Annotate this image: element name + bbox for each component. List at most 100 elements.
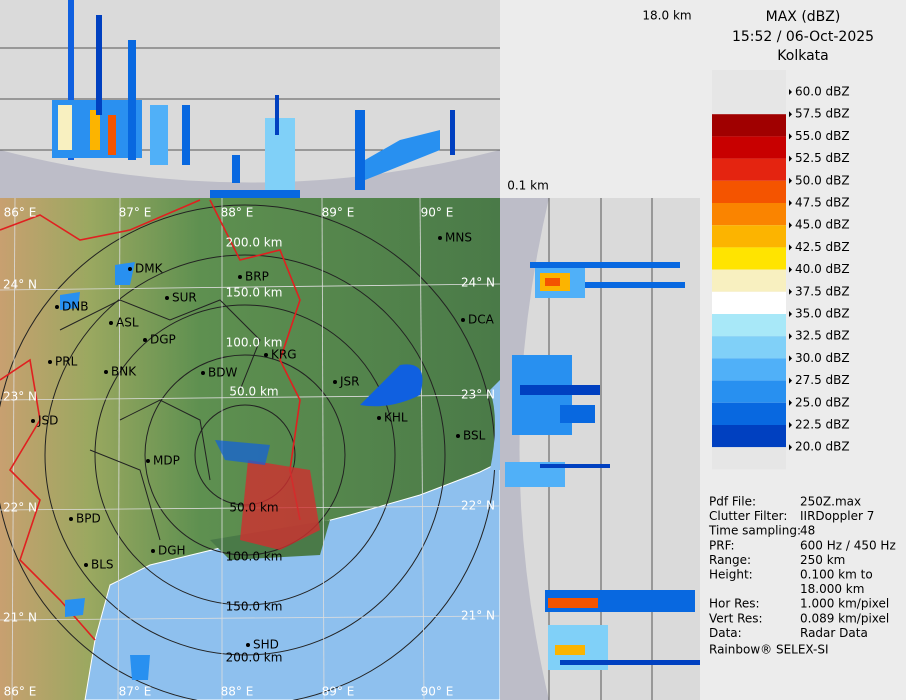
city-label: DGP bbox=[150, 333, 176, 347]
city-label: DGH bbox=[158, 544, 186, 558]
city-label: PRL bbox=[55, 355, 78, 369]
city-dot bbox=[55, 305, 59, 309]
echo bbox=[505, 262, 700, 670]
legend-label: 22.5 dBZ bbox=[795, 418, 850, 432]
latitude-label: 24° N bbox=[3, 278, 37, 292]
legend-tick bbox=[789, 155, 792, 162]
legend-label: 42.5 dBZ bbox=[795, 240, 850, 254]
range-ring-label: 200.0 km bbox=[226, 651, 283, 665]
city-label: DMK bbox=[135, 262, 164, 276]
latitude-label: 22° N bbox=[3, 501, 37, 515]
legend-label: 20.0 dBZ bbox=[795, 440, 850, 454]
info-label: Hor Res: bbox=[709, 597, 760, 611]
range-ring-label: 50.0 km bbox=[229, 385, 278, 399]
map: 86° E 86° E 87° E 87° E 88° E 88° E 89° E 89° E… bbox=[0, 198, 500, 700]
city-label: BLS bbox=[91, 558, 114, 572]
legend-tick bbox=[789, 377, 792, 384]
city-dot bbox=[456, 434, 460, 438]
legend-band bbox=[712, 336, 786, 359]
info-value: 250 km bbox=[800, 553, 845, 567]
legend-tick bbox=[789, 444, 792, 451]
legend-label: 50.0 dBZ bbox=[795, 173, 850, 187]
site-name: Kolkata bbox=[777, 48, 828, 64]
longitude-label: 89° E bbox=[322, 685, 355, 699]
legend-label: 60.0 dBZ bbox=[795, 85, 850, 99]
range-ring-label: 50.0 km bbox=[229, 501, 278, 515]
info-label: Clutter Filter: bbox=[709, 509, 787, 523]
legend-tick bbox=[789, 311, 792, 317]
city-dot bbox=[48, 360, 52, 364]
legend-band bbox=[712, 203, 786, 226]
legend-band bbox=[712, 380, 786, 403]
range-ring-label: 100.0 km bbox=[226, 550, 283, 564]
info-value: 1.000 km/pixel bbox=[800, 597, 889, 611]
legend-band bbox=[712, 247, 786, 270]
legend-band bbox=[712, 158, 786, 181]
longitude-label: 90° E bbox=[421, 206, 454, 220]
legend-band bbox=[712, 269, 786, 292]
longitude-label: 88° E bbox=[221, 206, 254, 220]
city-label: BNK bbox=[111, 365, 137, 379]
longitude-label: 90° E bbox=[421, 685, 454, 699]
legend-label: 30.0 dBZ bbox=[795, 351, 850, 365]
right-cross-section bbox=[500, 198, 700, 700]
longitude-label: 86° E bbox=[4, 206, 37, 220]
info-value: 600 Hz / 450 Hz bbox=[800, 538, 896, 552]
latitude-label: 23° N bbox=[461, 388, 495, 402]
legend-tick bbox=[789, 111, 792, 118]
legend-label: 52.5 dBZ bbox=[795, 151, 850, 165]
info-value: IIRDoppler 7 bbox=[800, 509, 874, 523]
legend-tick bbox=[789, 422, 792, 428]
legend: 60.0 dBZ 57.5 dBZ 55.0 dBZ 52.5 dBZ 50.0 dBZ… bbox=[712, 70, 850, 470]
range-ring-label: 100.0 km bbox=[226, 336, 283, 350]
city-dot bbox=[143, 338, 147, 342]
legend-band bbox=[712, 136, 786, 159]
legend-band bbox=[712, 358, 786, 381]
latitude-label: 21° N bbox=[3, 611, 37, 625]
city-label: BSL bbox=[463, 429, 486, 443]
city-dot bbox=[438, 236, 442, 240]
info-label: Data: bbox=[709, 626, 742, 640]
city-label: DNB bbox=[62, 300, 88, 314]
city-dot bbox=[246, 643, 250, 647]
legend-tick bbox=[789, 288, 792, 295]
legend-band bbox=[712, 447, 786, 470]
city-label: SHD bbox=[253, 638, 279, 652]
bottom-height: 0.1 km bbox=[507, 179, 549, 193]
info-value: 250Z.max bbox=[800, 495, 861, 509]
product-time: 15:52 / 06-Oct-2025 bbox=[732, 29, 874, 45]
legend-band bbox=[712, 92, 786, 115]
range-ring-label: 150.0 km bbox=[226, 286, 283, 300]
legend-tick bbox=[789, 355, 792, 362]
legend-label: 55.0 dBZ bbox=[795, 129, 850, 143]
city-dot bbox=[165, 296, 169, 300]
legend-tick bbox=[789, 222, 792, 229]
city-label: BRP bbox=[245, 270, 269, 284]
legend-tick bbox=[789, 333, 792, 340]
legend-band bbox=[712, 180, 786, 203]
longitude-label: 86° E bbox=[4, 685, 37, 699]
city-dot bbox=[69, 517, 73, 521]
info-label: Vert Res: bbox=[709, 611, 763, 625]
longitude-label: 88° E bbox=[221, 685, 254, 699]
city-dot bbox=[238, 275, 242, 279]
city-dot bbox=[377, 416, 381, 420]
range-ring-label: 150.0 km bbox=[226, 600, 283, 614]
info-value: 48 bbox=[800, 524, 815, 538]
info-label: Height: bbox=[709, 568, 753, 582]
city-dot bbox=[461, 318, 465, 322]
city-dot bbox=[104, 370, 108, 374]
longitude-label: 87° E bbox=[119, 206, 152, 220]
legend-label: 32.5 dBZ bbox=[795, 329, 850, 343]
city-label: JSD bbox=[37, 414, 58, 428]
city-dot bbox=[201, 371, 205, 375]
city-label: ASL bbox=[116, 316, 139, 330]
product-title: MAX (dBZ) bbox=[766, 9, 841, 25]
credit: Rainbow® SELEX-SI bbox=[709, 643, 829, 657]
info-value: 0.089 km/pixel bbox=[800, 611, 889, 625]
legend-label: 40.0 dBZ bbox=[795, 262, 850, 276]
legend-tick bbox=[789, 244, 792, 251]
range-ring-label: 200.0 km bbox=[226, 236, 283, 250]
longitude-label: 87° E bbox=[119, 685, 152, 699]
